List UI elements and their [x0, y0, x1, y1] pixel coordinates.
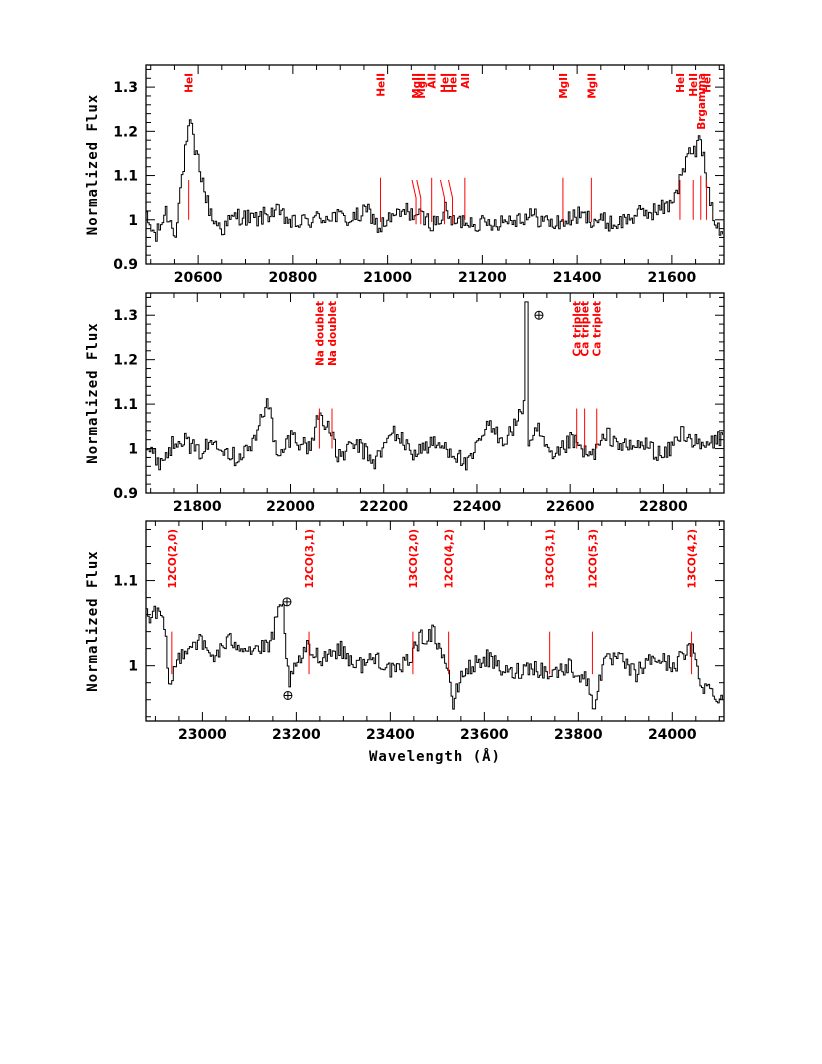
x-tick-label: 23600 [460, 727, 509, 743]
y-tick-label: 0.9 [113, 257, 138, 273]
x-tick-label: 21200 [458, 270, 507, 286]
y-axis-label: Normalized Flux [85, 94, 101, 235]
x-axis-label: Wavelength (Å) [369, 748, 501, 765]
x-tick-label: 22200 [359, 499, 408, 515]
line-label: HeII [376, 73, 388, 97]
y-axis-label: Normalized Flux [85, 322, 101, 463]
spectrum-line [146, 301, 723, 471]
plot-frame [145, 520, 725, 722]
y-tick-label: 1.1 [113, 397, 138, 413]
panel-top: 20600 20800 21000 21200 21400 21600 0.9 1 1.1 1.2… [85, 64, 725, 286]
line-label: Na doublet [314, 301, 326, 366]
line-label: HeI [448, 73, 460, 93]
x-tick-label: 20600 [174, 270, 223, 286]
y-tick-label: 1.3 [113, 80, 138, 96]
earth-symbol-icon [283, 690, 293, 700]
line-label: 13CO(2,0) [408, 529, 420, 588]
x-tick-label: 22600 [546, 499, 595, 515]
line-label: MgII [416, 73, 428, 99]
line-label: MgII [411, 73, 423, 99]
line-label: HeII [688, 73, 700, 97]
line-label: HeI [184, 73, 196, 93]
x-tick-label: 22800 [639, 499, 688, 515]
line-label: Ca triplet [580, 301, 592, 357]
line-label: Ca triplet [572, 301, 584, 357]
plot-frame [145, 64, 725, 265]
x-tick-label: 21800 [173, 499, 222, 515]
x-tick-label: 23800 [554, 727, 603, 743]
line-label: HeI [675, 73, 687, 93]
panel-bottom: 23000 23200 23400 23600 23800 24000 1 1.1 Normal… [85, 520, 725, 765]
x-tick-label: 21600 [648, 270, 697, 286]
line-label: 13CO(3,1) [545, 529, 557, 588]
x-tick-label: 21400 [553, 270, 602, 286]
line-label: 12CO(3,1) [304, 529, 316, 588]
line-label: Brgamma [696, 73, 708, 130]
line-label: 12CO(2,0) [167, 529, 179, 588]
plot-frame [145, 292, 725, 494]
y-tick-label: 1.2 [113, 124, 138, 140]
spectrum-line [146, 119, 723, 242]
x-tick-label: 23000 [178, 727, 227, 743]
x-tick-label: 24000 [648, 727, 697, 743]
line-label: 12CO(4,2) [444, 529, 456, 588]
panel-middle: 21800 22000 22200 22400 22600 22800 0.9 1 1.1 1.2… [85, 292, 725, 515]
y-tick-label: 1 [128, 659, 138, 675]
y-tick-label: 1 [128, 442, 138, 458]
line-label: MgII [558, 73, 570, 99]
x-tick-label: 22400 [453, 499, 502, 515]
line-label: Na doublet [327, 301, 339, 366]
y-tick-label: 1.1 [113, 574, 138, 590]
y-tick-label: 1.3 [113, 308, 138, 324]
line-marker [411, 179, 417, 225]
line-marker [439, 179, 445, 225]
line-label: MgII [586, 73, 598, 99]
x-tick-label: 22000 [266, 499, 315, 515]
y-tick-label: 1.1 [113, 169, 138, 185]
y-axis-label: Normalized Flux [85, 550, 101, 691]
line-label: HeI [701, 73, 713, 93]
x-tick-label: 23200 [272, 727, 321, 743]
x-tick-label: 20800 [269, 270, 318, 286]
spectrum-line [146, 603, 723, 710]
y-tick-label: 1 [128, 213, 138, 229]
y-tick-label: 0.9 [113, 486, 138, 502]
y-tick-label: 1.2 [113, 353, 138, 369]
line-marker [448, 179, 454, 225]
line-label: 13CO(4,2) [687, 529, 699, 588]
line-label: AlI [427, 73, 439, 89]
earth-symbol-icon [534, 310, 544, 320]
line-marker [416, 179, 422, 225]
line-label: AlI [460, 73, 472, 89]
line-label: Ca triplet [592, 301, 604, 357]
x-tick-label: 21000 [363, 270, 412, 286]
line-label: HeI [439, 73, 451, 93]
earth-symbol-icon [282, 597, 292, 607]
x-tick-label: 23400 [366, 727, 415, 743]
line-label: 12CO(5,3) [587, 529, 599, 588]
